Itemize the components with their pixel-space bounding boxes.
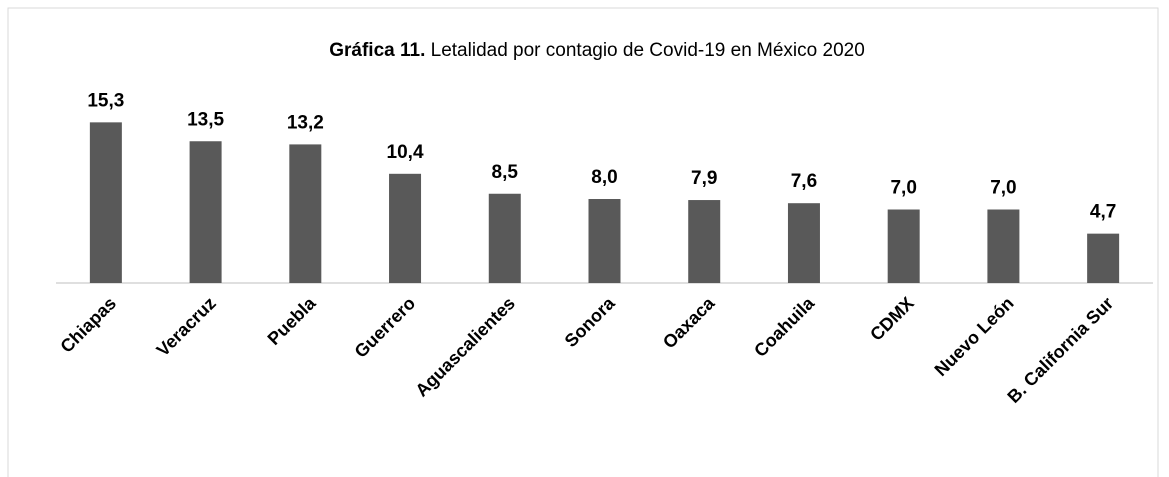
value-label: 7,6 — [791, 171, 817, 192]
title-text: Letalidad por contagio de Covid-19 en Mé… — [431, 40, 865, 61]
value-label: 7,0 — [990, 178, 1016, 199]
value-label: 10,4 — [387, 142, 424, 163]
bar — [488, 193, 521, 283]
chart-title: Gráfica 11. Letalidad por contagio de Co… — [329, 40, 865, 61]
x-tick-label: Aguascalientes — [411, 293, 519, 401]
value-label: 7,9 — [691, 168, 717, 189]
x-tick-label: B. California Sur — [1003, 293, 1117, 407]
x-tick-label: CDMX — [866, 293, 918, 345]
chart-frame — [7, 7, 1159, 477]
value-label: 4,7 — [1090, 202, 1116, 223]
x-tick-label: Oaxaca — [659, 292, 719, 352]
x-tick-label: Coahuila — [750, 292, 819, 361]
x-tick-label: Puebla — [264, 292, 321, 349]
value-label: 8,5 — [492, 162, 519, 183]
x-tick-label: Sonora — [561, 292, 620, 351]
bar — [1087, 233, 1120, 283]
bar — [887, 209, 920, 283]
bar — [189, 141, 222, 283]
value-label: 8,0 — [591, 167, 617, 188]
x-tick-label: Guerrero — [351, 293, 420, 362]
value-label: 13,5 — [187, 109, 224, 130]
value-label: 15,3 — [87, 90, 124, 111]
bar — [688, 200, 721, 283]
x-tick-label: Nuevo León — [931, 293, 1018, 380]
value-label: 13,2 — [287, 112, 324, 133]
x-tick-label: Veracruz — [153, 293, 220, 360]
value-label: 7,0 — [890, 178, 916, 199]
bar — [89, 122, 122, 283]
bar — [787, 203, 820, 283]
bar — [289, 144, 322, 283]
bar — [389, 173, 422, 283]
title-label: Gráfica 11. — [329, 40, 425, 61]
x-tick-label: Chiapas — [56, 293, 120, 357]
bar — [987, 209, 1020, 283]
bar — [588, 199, 621, 283]
